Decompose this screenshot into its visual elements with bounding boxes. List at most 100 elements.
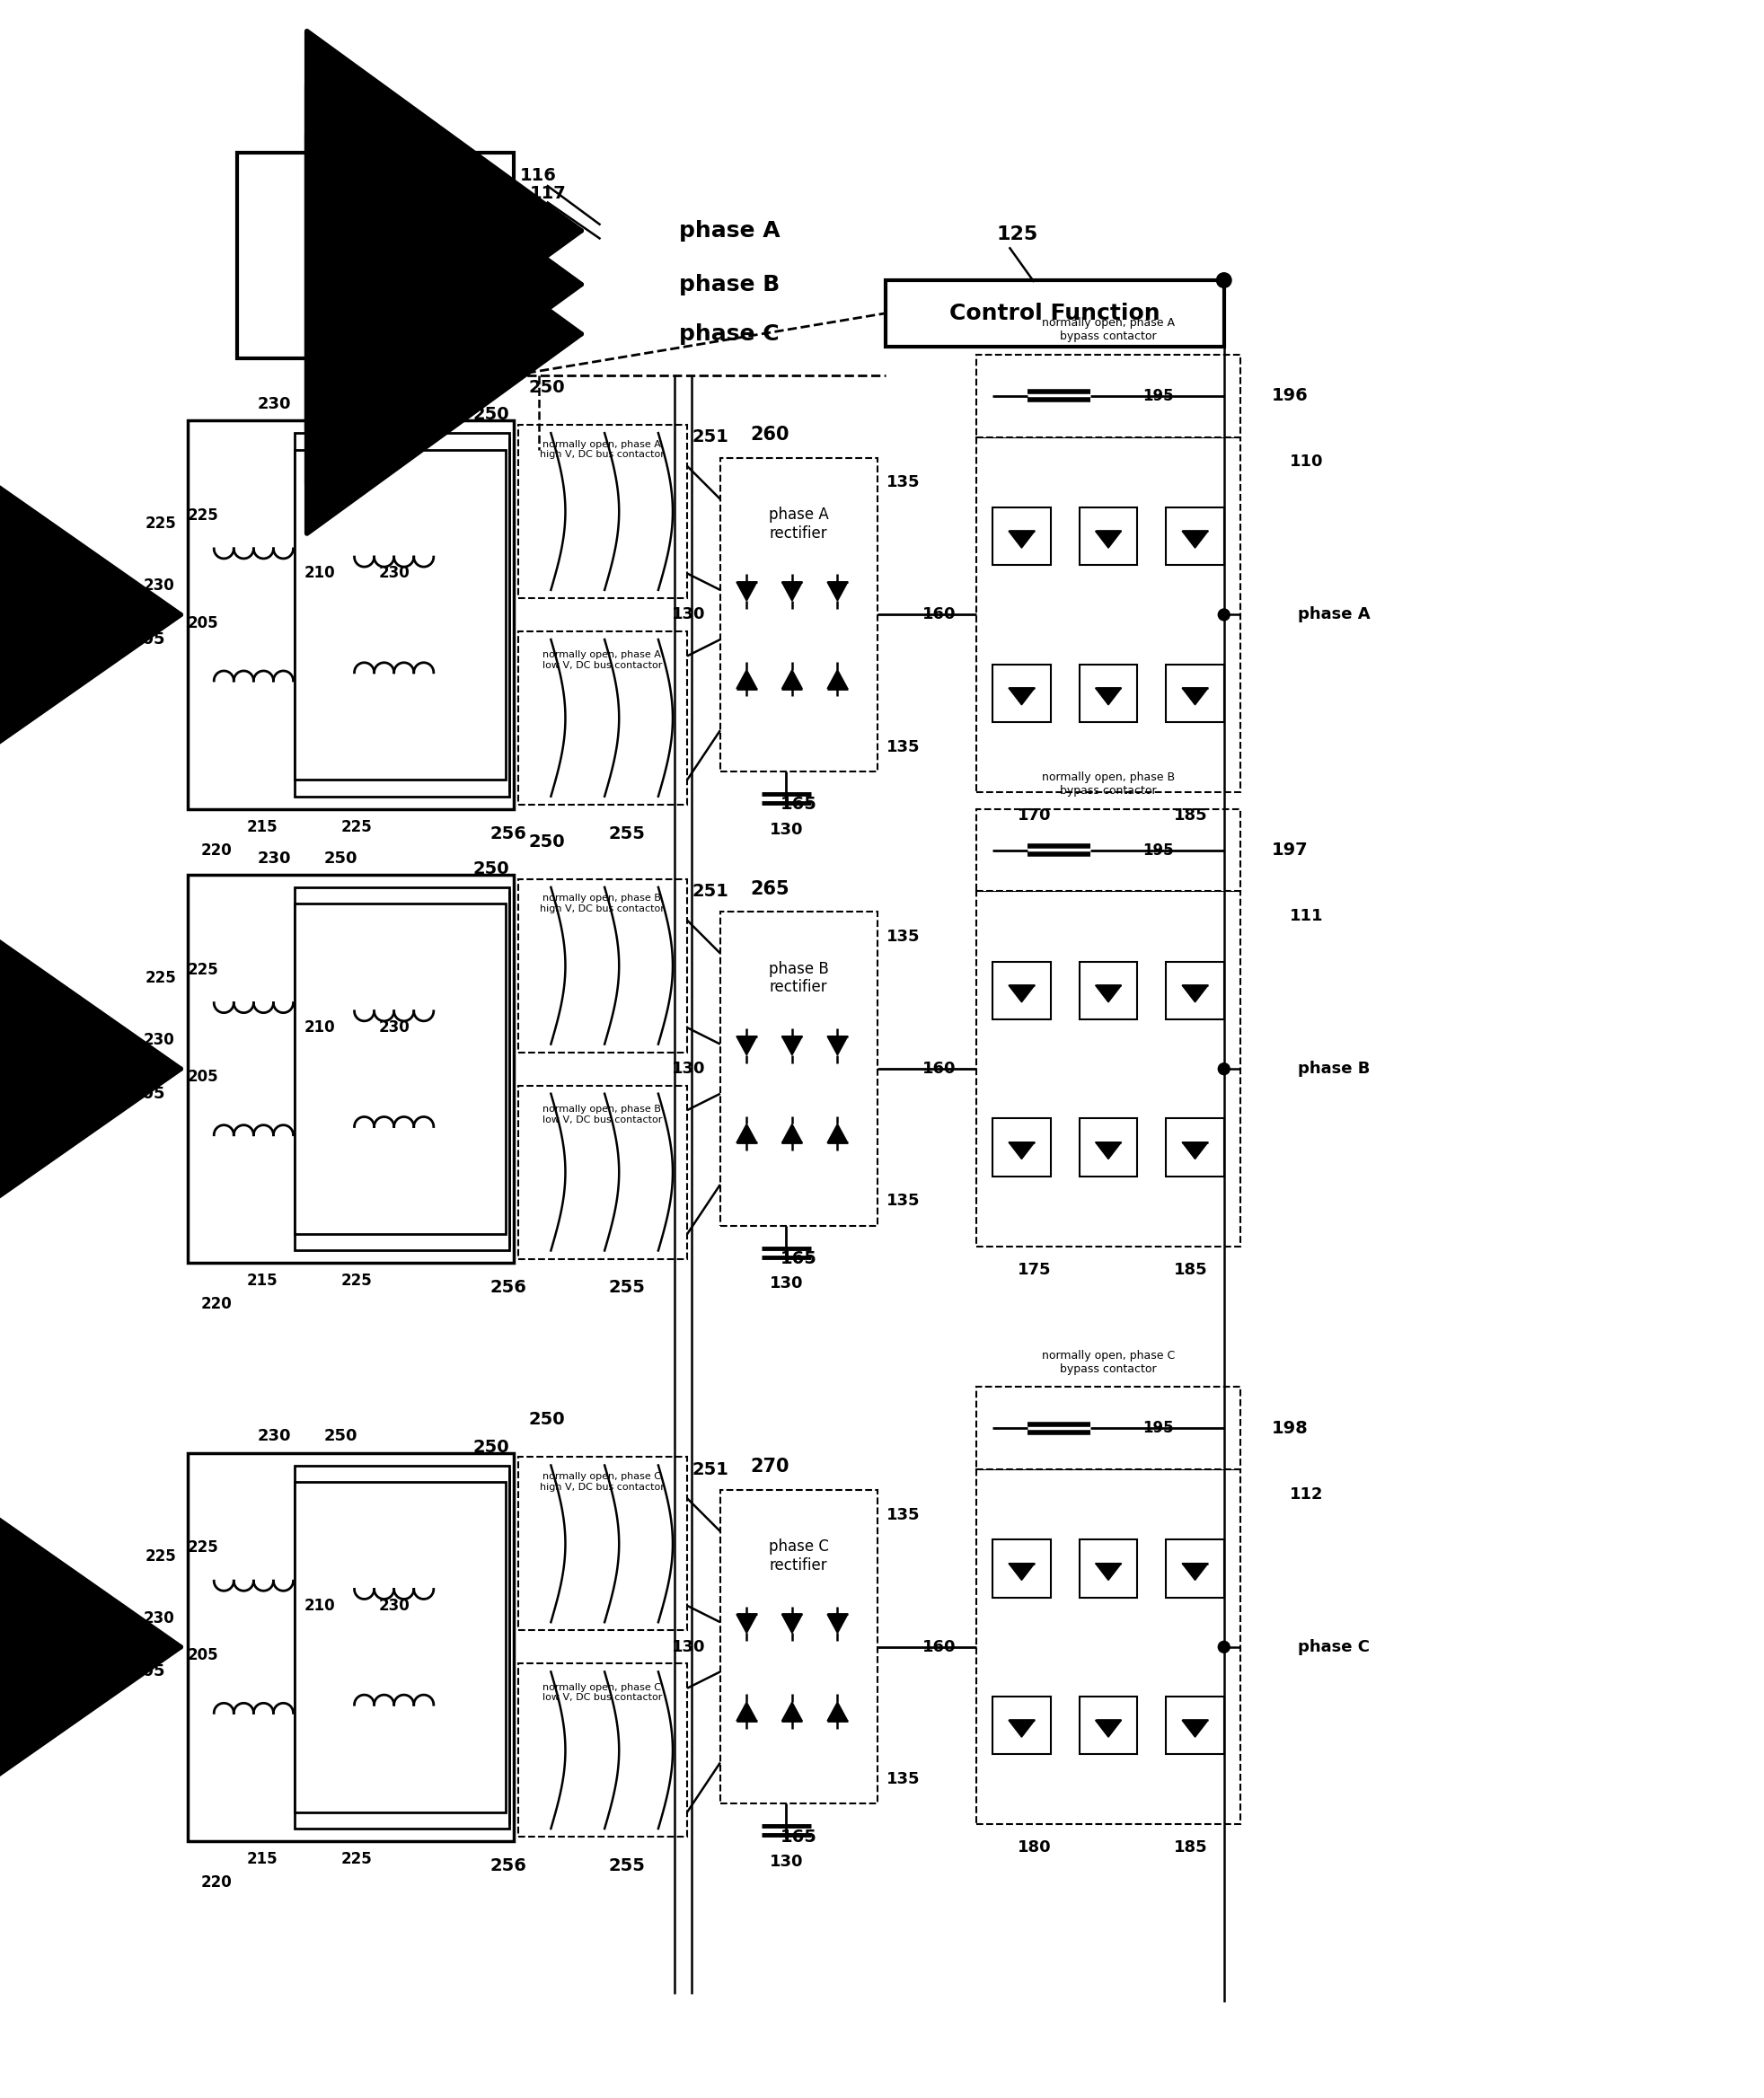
Text: Gating
Controls: Gating Controls <box>310 227 439 283</box>
Polygon shape <box>781 581 803 600</box>
Text: 180: 180 <box>1016 1840 1050 1857</box>
Polygon shape <box>736 1125 757 1143</box>
Text: 130: 130 <box>672 1062 706 1076</box>
Text: 250: 250 <box>323 1429 356 1443</box>
Bar <box>991 1118 1050 1177</box>
Text: 205: 205 <box>187 1647 219 1664</box>
Polygon shape <box>1007 1563 1034 1580</box>
Text: 225: 225 <box>340 818 372 835</box>
Text: 197: 197 <box>1272 841 1307 858</box>
Text: 250: 250 <box>473 407 510 424</box>
Text: 230: 230 <box>258 397 291 411</box>
Text: phase C
rectifier: phase C rectifier <box>769 1538 829 1574</box>
Bar <box>1080 1697 1136 1754</box>
Text: normally open, phase A
high V, DC bus contactor: normally open, phase A high V, DC bus co… <box>540 441 663 459</box>
Bar <box>720 457 877 772</box>
Bar <box>886 281 1224 346</box>
Text: 210: 210 <box>303 1597 335 1613</box>
Polygon shape <box>1182 1720 1207 1737</box>
Text: 205: 205 <box>132 631 166 648</box>
Text: normally open, phase C
bypass contactor: normally open, phase C bypass contactor <box>1041 1349 1175 1374</box>
Polygon shape <box>781 669 803 688</box>
Polygon shape <box>1007 986 1034 1003</box>
Bar <box>991 1697 1050 1754</box>
Bar <box>295 449 505 780</box>
Polygon shape <box>736 581 757 600</box>
Text: 230: 230 <box>258 1429 291 1443</box>
Text: 165: 165 <box>780 795 817 814</box>
Text: 250: 250 <box>527 833 564 850</box>
Bar <box>187 1454 513 1842</box>
Text: 256: 256 <box>489 1280 526 1297</box>
Polygon shape <box>1095 986 1120 1003</box>
Text: 215: 215 <box>247 818 277 835</box>
Text: 250: 250 <box>323 850 356 866</box>
Bar <box>1166 1540 1224 1597</box>
Text: 135: 135 <box>886 1506 919 1523</box>
Text: normally open, phase A
bypass contactor: normally open, phase A bypass contactor <box>1041 317 1175 342</box>
Text: 185: 185 <box>1173 1261 1207 1278</box>
Text: 130: 130 <box>769 1276 803 1292</box>
Bar <box>1080 1118 1136 1177</box>
Text: normally open, phase C
low V, DC bus contactor: normally open, phase C low V, DC bus con… <box>542 1683 662 1701</box>
Bar <box>1080 961 1136 1020</box>
Text: 205: 205 <box>187 1070 219 1085</box>
Bar <box>991 665 1050 722</box>
Polygon shape <box>1182 986 1207 1003</box>
Bar <box>1166 508 1224 564</box>
Text: 256: 256 <box>489 825 526 841</box>
Text: 265: 265 <box>750 879 789 898</box>
Text: 135: 135 <box>886 929 919 944</box>
Bar <box>517 879 686 1053</box>
Text: 130: 130 <box>769 820 803 837</box>
Bar <box>295 432 510 797</box>
Text: phase B: phase B <box>679 273 780 296</box>
Text: 118: 118 <box>452 357 489 373</box>
Text: phase A: phase A <box>1298 606 1371 623</box>
Text: 215: 215 <box>247 1850 277 1867</box>
Bar <box>1166 665 1224 722</box>
Text: 170: 170 <box>1016 808 1050 825</box>
Text: 195: 195 <box>1141 841 1173 858</box>
Bar <box>1080 665 1136 722</box>
Text: 185: 185 <box>1173 808 1207 825</box>
Bar <box>187 422 513 810</box>
Text: phase A: phase A <box>679 220 780 241</box>
Bar <box>1080 1540 1136 1597</box>
Text: 255: 255 <box>609 1280 646 1297</box>
Text: 135: 135 <box>886 1194 919 1208</box>
Circle shape <box>1217 608 1230 621</box>
Bar <box>295 1464 510 1829</box>
Bar <box>975 810 1240 892</box>
Polygon shape <box>781 1036 803 1055</box>
Text: 251: 251 <box>691 883 729 900</box>
Text: 255: 255 <box>609 1857 646 1874</box>
Text: 125: 125 <box>997 227 1037 243</box>
Polygon shape <box>1182 1141 1207 1158</box>
Text: 225: 225 <box>187 508 219 524</box>
Polygon shape <box>736 1701 757 1720</box>
Text: 250: 250 <box>473 1439 510 1456</box>
Text: normally open, phase B
high V, DC bus contactor: normally open, phase B high V, DC bus co… <box>540 894 663 913</box>
Bar <box>1166 1697 1224 1754</box>
Bar <box>975 1387 1240 1469</box>
Text: 165: 165 <box>780 1250 817 1267</box>
Bar <box>517 1664 686 1838</box>
Text: 160: 160 <box>923 1062 956 1076</box>
Text: 230: 230 <box>377 1597 409 1613</box>
Text: 260: 260 <box>750 426 789 443</box>
Text: 250: 250 <box>527 1412 564 1429</box>
Text: 220: 220 <box>201 841 231 858</box>
Text: 220: 220 <box>201 1297 231 1313</box>
Bar <box>991 961 1050 1020</box>
Text: 225: 225 <box>340 1850 372 1867</box>
Polygon shape <box>827 669 847 688</box>
Polygon shape <box>781 1125 803 1143</box>
Text: 230: 230 <box>143 1609 175 1626</box>
Text: 250: 250 <box>323 397 356 411</box>
Text: 135: 135 <box>886 738 919 755</box>
Text: 230: 230 <box>143 1032 175 1049</box>
Polygon shape <box>827 1701 847 1720</box>
Text: 225: 225 <box>145 969 176 986</box>
Text: normally open, phase C
high V, DC bus contactor: normally open, phase C high V, DC bus co… <box>540 1473 663 1492</box>
